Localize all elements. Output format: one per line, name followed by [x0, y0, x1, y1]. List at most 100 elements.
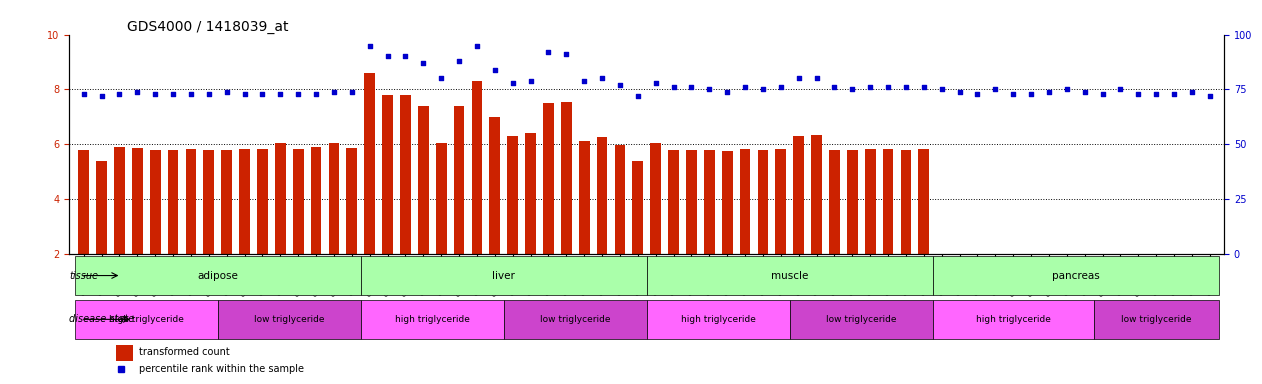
Point [574, 78, 594, 84]
Point [968, 91, 988, 97]
Bar [1026, 270, 1036, 308]
FancyBboxPatch shape [933, 256, 1219, 295]
Bar [704, 150, 714, 308]
Bar [310, 147, 322, 308]
Bar [1097, 269, 1108, 308]
Point [861, 84, 881, 90]
Bar [847, 150, 858, 308]
Text: high triglyceride: high triglyceride [395, 315, 469, 324]
Bar [864, 149, 876, 308]
Bar [418, 106, 429, 308]
Text: pancreas: pancreas [1053, 271, 1099, 281]
Point [878, 84, 899, 90]
Bar [650, 143, 661, 308]
Bar [543, 103, 554, 308]
FancyBboxPatch shape [1094, 300, 1219, 339]
Bar [221, 150, 232, 308]
Point [771, 84, 791, 90]
Point [1039, 88, 1059, 94]
Bar [293, 149, 304, 308]
Bar [525, 133, 536, 308]
FancyBboxPatch shape [790, 300, 933, 339]
Bar [597, 137, 607, 308]
Bar [186, 149, 197, 308]
Bar [1186, 267, 1198, 308]
Text: transformed count: transformed count [139, 348, 230, 358]
Point [502, 80, 522, 86]
Point [520, 78, 540, 84]
Bar [133, 148, 143, 308]
Point [235, 91, 255, 97]
Bar [1008, 269, 1018, 308]
Bar [901, 150, 911, 308]
Bar [454, 106, 464, 308]
Point [949, 88, 969, 94]
Point [914, 84, 934, 90]
Bar [919, 149, 929, 308]
Bar [740, 149, 751, 308]
Point [1164, 91, 1184, 97]
Bar [203, 150, 215, 308]
Point [627, 93, 647, 99]
FancyBboxPatch shape [504, 300, 646, 339]
Bar [989, 267, 1001, 308]
FancyBboxPatch shape [218, 300, 361, 339]
Bar [1116, 267, 1126, 308]
Text: low triglyceride: low triglyceride [1121, 315, 1191, 324]
Bar [562, 102, 572, 308]
Point [395, 53, 415, 60]
Point [432, 75, 452, 81]
Bar [722, 151, 732, 308]
Bar [435, 143, 447, 308]
Bar [257, 149, 268, 308]
Point [91, 93, 111, 99]
Bar [668, 150, 679, 308]
Point [592, 75, 612, 81]
Point [1021, 91, 1041, 97]
Point [539, 49, 559, 55]
FancyBboxPatch shape [646, 256, 933, 295]
Bar [168, 150, 178, 308]
Bar [240, 149, 250, 308]
Bar [579, 141, 589, 308]
FancyBboxPatch shape [361, 256, 646, 295]
Bar [507, 136, 519, 308]
Point [717, 88, 737, 94]
Point [753, 86, 774, 93]
Point [485, 66, 505, 73]
Bar [632, 161, 644, 308]
Point [806, 75, 827, 81]
Point [449, 58, 469, 64]
Point [377, 53, 398, 60]
Text: high triglyceride: high triglyceride [976, 315, 1051, 324]
Point [305, 91, 326, 97]
Point [1111, 86, 1131, 93]
Text: low triglyceride: low triglyceride [827, 315, 896, 324]
Point [931, 86, 952, 93]
Bar [1079, 268, 1090, 308]
Text: muscle: muscle [771, 271, 809, 281]
Text: disease state: disease state [69, 314, 135, 324]
Point [842, 86, 862, 93]
Bar [1133, 268, 1143, 308]
Point [270, 91, 290, 97]
Point [1182, 88, 1203, 94]
Bar [472, 81, 482, 308]
Bar [150, 150, 160, 308]
Text: high triglyceride: high triglyceride [680, 315, 756, 324]
Text: low triglyceride: low triglyceride [540, 315, 611, 324]
Bar [794, 136, 804, 308]
Point [646, 80, 666, 86]
Text: tissue: tissue [69, 271, 98, 281]
Point [360, 43, 380, 49]
Point [610, 82, 630, 88]
Point [217, 88, 237, 94]
Text: GDS4000 / 1418039_at: GDS4000 / 1418039_at [127, 20, 289, 33]
Bar [954, 270, 965, 308]
Point [163, 91, 183, 97]
Point [413, 60, 433, 66]
Point [145, 91, 165, 97]
FancyBboxPatch shape [933, 300, 1094, 339]
Point [824, 84, 844, 90]
Point [1146, 91, 1166, 97]
